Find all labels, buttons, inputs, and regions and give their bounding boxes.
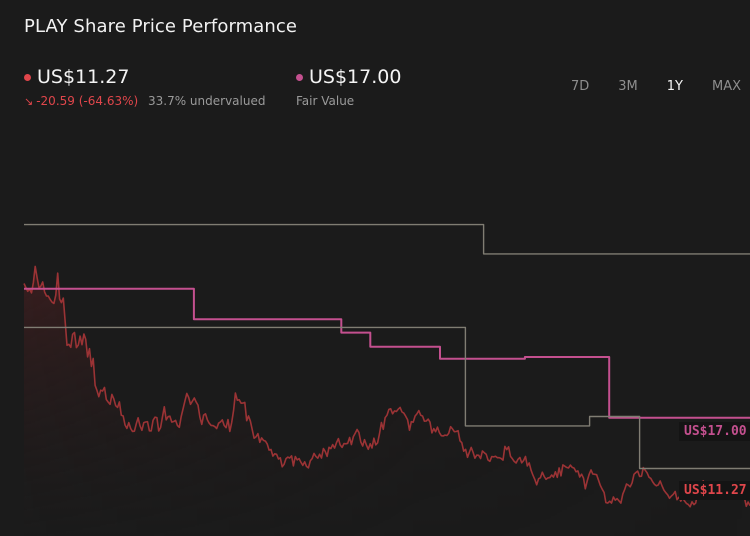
arrow-down-right-icon: ↘	[24, 95, 34, 108]
tab-3m[interactable]: 3M	[618, 79, 638, 94]
analyst-target-line-3	[24, 326, 750, 470]
fair-value-block: US$17.00 Fair Value	[296, 66, 401, 108]
analyst-target-line-2	[24, 223, 750, 255]
tab-1y[interactable]: 1Y	[666, 79, 683, 94]
tab-max[interactable]: MAX	[712, 79, 742, 94]
price-area	[24, 266, 750, 536]
timeframe-tabs: 7D 3M 1Y MAX	[571, 79, 750, 94]
current-price-block: US$11.27 ↘ -20.59 (-64.63%) 33.7% underva…	[24, 66, 265, 108]
fair-value-value: US$17.00	[309, 66, 402, 88]
valuation-text: 33.7% undervalued	[148, 94, 266, 108]
price-change: -20.59 (-64.63%)	[36, 94, 139, 108]
price-dot-icon	[24, 73, 31, 81]
price-tag: US$11.27	[679, 481, 750, 500]
chart-title: PLAY Share Price Performance	[24, 16, 298, 37]
price-change-row: ↘ -20.59 (-64.63%) 33.7% undervalued	[24, 94, 265, 108]
tab-7d[interactable]: 7D	[571, 79, 590, 94]
share-price-line-0	[23, 265, 750, 508]
fair-value-dot-icon	[296, 73, 303, 81]
current-price-value: US$11.27	[37, 66, 130, 88]
fair-value-label: Fair Value	[296, 94, 355, 108]
fair-value-tag: US$17.00	[679, 422, 750, 441]
fair-value-line-1	[24, 287, 750, 419]
